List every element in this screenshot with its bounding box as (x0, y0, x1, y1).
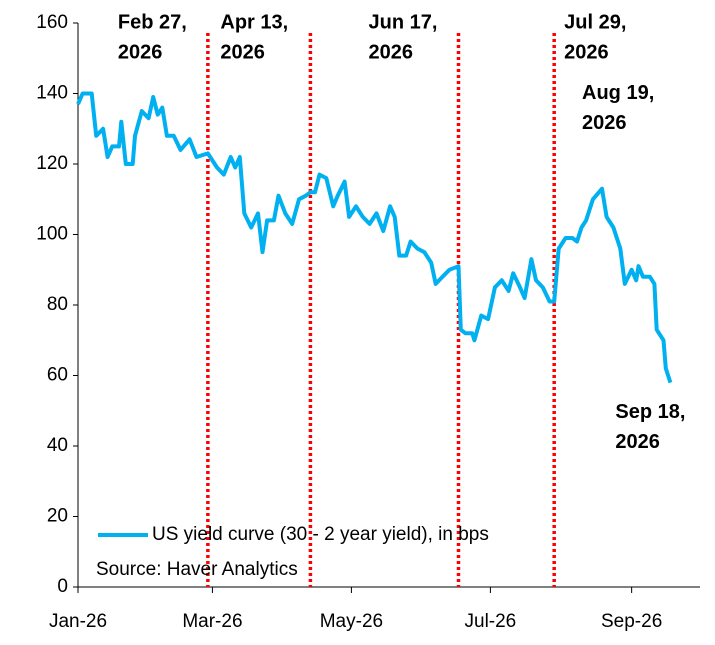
x-tick-label: Jan-26 (49, 611, 107, 632)
y-tick-label: 140 (36, 83, 68, 104)
callout-label: Aug 19, (582, 82, 654, 104)
callout-label: 2026 (615, 431, 660, 453)
event-label: 2026 (220, 41, 265, 63)
y-tick-label: 160 (36, 12, 68, 33)
y-tick-label: 80 (47, 294, 68, 315)
event-label: 2026 (368, 41, 413, 63)
legend-label: US yield curve (30 - 2 year yield), in b… (152, 524, 489, 545)
y-tick-label: 40 (47, 435, 68, 456)
event-label: Feb 27, (118, 11, 187, 33)
callout-label: Sep 18, (615, 401, 685, 423)
x-tick-label: May-26 (320, 611, 383, 632)
event-label: Jun 17, (368, 11, 437, 33)
event-label: 2026 (564, 41, 609, 63)
y-tick-label: 20 (47, 506, 68, 527)
x-tick-label: Mar-26 (182, 611, 242, 632)
y-tick-label: 60 (47, 365, 68, 386)
y-tick-label: 100 (36, 224, 68, 245)
x-tick-label: Sep-26 (601, 611, 662, 632)
event-label: Apr 13, (220, 11, 288, 33)
x-tick-label: Jul-26 (465, 611, 517, 632)
y-tick-label: 120 (36, 153, 68, 174)
event-label: Jul 29, (564, 11, 626, 33)
y-tick-label: 0 (57, 576, 68, 597)
event-label: 2026 (118, 41, 163, 63)
source-note: Source: Haver Analytics (96, 559, 298, 580)
callout-label: 2026 (582, 112, 627, 134)
series-line (76, 91, 673, 384)
